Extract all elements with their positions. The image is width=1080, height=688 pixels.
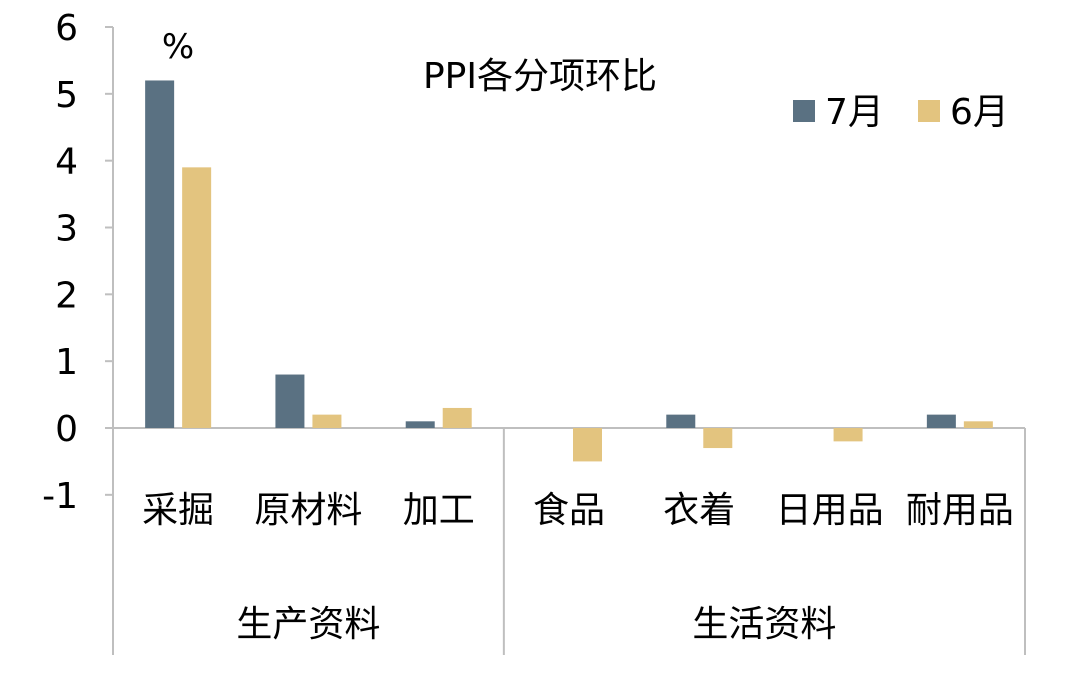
y-tick-label: 2: [55, 275, 78, 316]
legend-label-7m: 7月: [825, 92, 884, 133]
category-label: 原材料: [254, 490, 362, 531]
group-label: 生活资料: [692, 604, 836, 645]
bars: [145, 80, 993, 462]
bar-6m-6: [963, 421, 993, 428]
category-label: 耐用品: [906, 490, 1014, 531]
bar-7m-2: [405, 421, 435, 428]
y-tick-label: 3: [55, 209, 78, 250]
legend: 7月 6月: [793, 92, 1009, 133]
bar-6m-5: [833, 428, 863, 442]
bar-6m-2: [442, 407, 472, 428]
bar-7m-6: [926, 414, 956, 428]
group-label: 生产资料: [236, 604, 380, 645]
legend-swatch-7m: [793, 100, 815, 122]
y-tick-label: 1: [55, 342, 78, 383]
bar-6m-1: [312, 414, 342, 428]
category-label: 衣着: [663, 490, 735, 531]
bar-6m-0: [182, 167, 212, 428]
y-tick-label: 6: [55, 8, 78, 49]
unit-label: %: [162, 27, 194, 67]
category-label: 加工: [403, 490, 475, 531]
y-tick-label: 0: [55, 409, 78, 450]
category-label: 采掘: [142, 490, 214, 531]
bar-7m-4: [666, 414, 696, 428]
bar-6m-4: [703, 428, 733, 449]
bar-7m-0: [145, 80, 175, 428]
y-tick-label: -1: [42, 476, 78, 517]
y-tick-label: 5: [55, 75, 78, 116]
bar-7m-1: [275, 374, 305, 428]
bar-6m-3: [573, 428, 602, 462]
legend-swatch-6m: [918, 100, 940, 122]
category-label: 食品: [533, 490, 605, 531]
axes: 6 5 4 3 2 1 0 -1: [42, 8, 1026, 655]
legend-label-6m: 6月: [950, 92, 1009, 133]
category-label: 日用品: [776, 490, 884, 531]
y-tick-label: 4: [55, 142, 78, 183]
chart-title: PPI各分项环比: [423, 56, 657, 97]
